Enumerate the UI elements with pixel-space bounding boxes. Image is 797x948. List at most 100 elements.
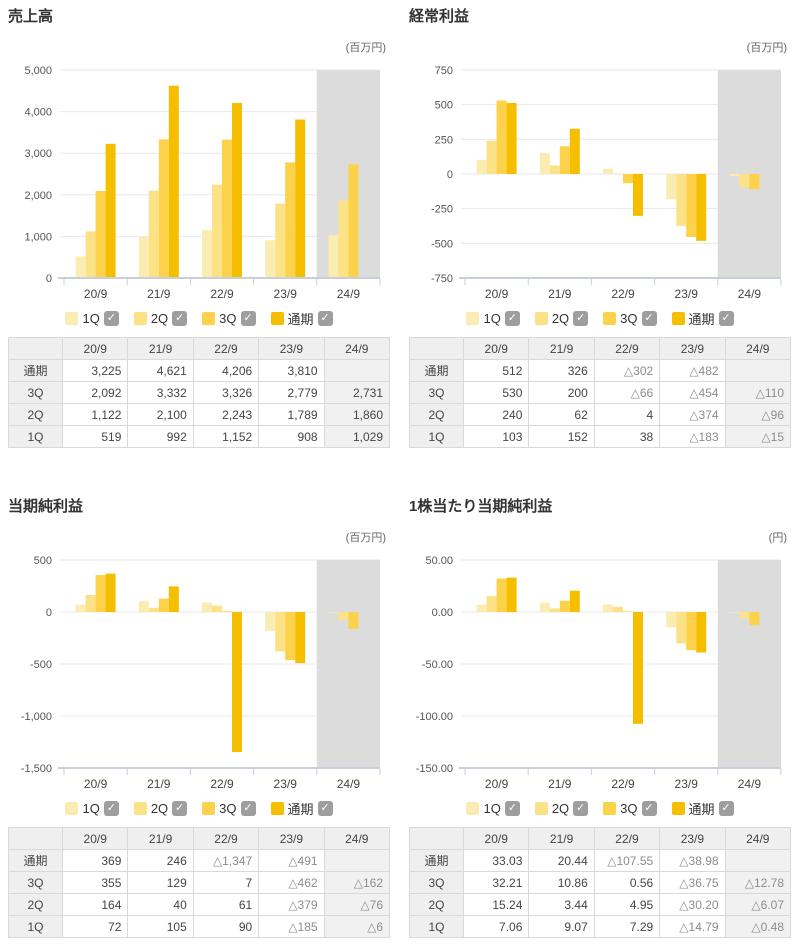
table-cell: 3.44 — [529, 894, 594, 916]
table-cell: 7 — [193, 872, 258, 894]
table-cell: 200 — [529, 382, 594, 404]
bar-2Q-24/9 — [739, 174, 749, 187]
legend-checkbox-1q[interactable]: ✓ — [505, 311, 520, 326]
bar-2Q-23/9 — [275, 204, 285, 278]
table-header-cell: 21/9 — [529, 338, 594, 360]
chart-legend: 1Q✓2Q✓3Q✓通期✓ — [409, 308, 791, 328]
x-axis-tick-label: 23/9 — [274, 287, 298, 301]
legend-swatch-1q — [466, 312, 479, 325]
table-cell: 512 — [464, 360, 529, 382]
legend-checkbox-3q[interactable]: ✓ — [642, 311, 657, 326]
bar-1Q-22/9 — [202, 230, 212, 278]
legend-checkbox-2q[interactable]: ✓ — [573, 801, 588, 816]
bar-1Q-24/9 — [328, 235, 338, 278]
legend-checkbox-2q[interactable]: ✓ — [172, 311, 187, 326]
x-axis-tick-label: 20/9 — [485, 287, 509, 301]
legend-swatch-1q — [466, 802, 479, 815]
legend-label: 3Q — [620, 311, 637, 326]
legend-checkbox-full-year[interactable]: ✓ — [318, 801, 333, 816]
table-cell: 40 — [128, 894, 193, 916]
table-cell: 908 — [259, 426, 324, 448]
bar-1Q-20/9 — [76, 256, 86, 278]
legend-swatch-full-year — [672, 802, 685, 815]
table-cell: △30.20 — [660, 894, 725, 916]
legend-item-2q: 2Q✓ — [535, 311, 588, 326]
y-axis-tick-label: -750 — [431, 273, 453, 285]
legend-item-1q: 1Q ✓ — [466, 311, 519, 326]
x-axis-tick-label: 24/9 — [738, 777, 762, 791]
y-axis-tick-label: 50.00 — [425, 555, 453, 567]
table-cell: 129 — [128, 872, 193, 894]
legend-item-3q: 3Q✓ — [202, 801, 255, 816]
table-cell: 90 — [193, 916, 258, 938]
row-header: 2Q — [410, 404, 464, 426]
chart-legend: 1Q✓2Q✓3Q✓通期✓ — [8, 798, 390, 818]
legend-checkbox-2q[interactable]: ✓ — [573, 311, 588, 326]
legend-item-full-year: 通期✓ — [271, 799, 333, 818]
legend-checkbox-3q[interactable]: ✓ — [241, 801, 256, 816]
legend-checkbox-1q[interactable]: ✓ — [104, 801, 119, 816]
table-cell: △302 — [594, 360, 659, 382]
bar-3Q-20/9 — [497, 101, 507, 174]
table-cell: △107.55 — [594, 850, 659, 872]
y-axis-tick-label: 3,000 — [24, 148, 52, 160]
table-cell: △462 — [259, 872, 324, 894]
table-cell: 246 — [128, 850, 193, 872]
bar-3Q-21/9 — [159, 599, 169, 612]
table-cell: △6 — [324, 916, 389, 938]
legend-checkbox-2q[interactable]: ✓ — [172, 801, 187, 816]
y-axis-tick-label: -150.00 — [416, 763, 453, 775]
row-header: 3Q — [410, 872, 464, 894]
table-cell: 2,100 — [128, 404, 193, 426]
table-header-cell: 20/9 — [63, 338, 128, 360]
bar-3Q-22/9 — [623, 611, 633, 612]
legend-checkbox-full-year[interactable]: ✓ — [719, 801, 734, 816]
bar-3Q-21/9 — [560, 146, 570, 174]
chart-legend: 1Q✓2Q✓3Q✓通期✓ — [409, 798, 791, 818]
unit-label: (百万円) — [8, 39, 390, 52]
bar-1Q-21/9 — [540, 603, 550, 612]
legend-checkbox-3q[interactable]: ✓ — [642, 801, 657, 816]
legend-label: 1Q — [82, 801, 99, 816]
row-header: 1Q — [9, 426, 63, 448]
table-cell: △162 — [324, 872, 389, 894]
table-cell: △36.75 — [660, 872, 725, 894]
legend-checkbox-3q[interactable]: ✓ — [241, 311, 256, 326]
row-header: 3Q — [9, 382, 63, 404]
bar-3Q-23/9 — [686, 174, 696, 237]
bar-3Q-24/9 — [749, 612, 759, 625]
row-header: 2Q — [9, 894, 63, 916]
table-cell: △374 — [660, 404, 725, 426]
table-header-cell: 22/9 — [193, 338, 258, 360]
table-cell: 105 — [128, 916, 193, 938]
panel-title-ordinary-income: 経常利益 — [409, 8, 791, 26]
legend-checkbox-1q[interactable]: ✓ — [505, 801, 520, 816]
table-cell — [324, 360, 389, 382]
table-cell: △0.48 — [725, 916, 790, 938]
table-cell: 103 — [464, 426, 529, 448]
legend-label: 通期 — [689, 309, 715, 328]
legend-item-1q: 1Q✓ — [466, 801, 519, 816]
legend-label: 1Q — [483, 311, 500, 326]
table-header-cell: 24/9 — [725, 828, 790, 850]
legend-item-2q: 2Q✓ — [535, 801, 588, 816]
row-header: 通期 — [410, 360, 464, 382]
legend-checkbox-1q[interactable]: ✓ — [104, 311, 119, 326]
table-cell: 61 — [193, 894, 258, 916]
table-cell: 240 — [464, 404, 529, 426]
bar-2Q-23/9 — [676, 612, 686, 643]
y-axis-tick-label: 4,000 — [24, 107, 52, 119]
table-header-cell: 24/9 — [324, 338, 389, 360]
table-header-cell: 21/9 — [128, 828, 193, 850]
legend-item-3q: 3Q✓ — [202, 311, 255, 326]
legend-checkbox-full-year[interactable]: ✓ — [719, 311, 734, 326]
legend-checkbox-full-year[interactable]: ✓ — [318, 311, 333, 326]
